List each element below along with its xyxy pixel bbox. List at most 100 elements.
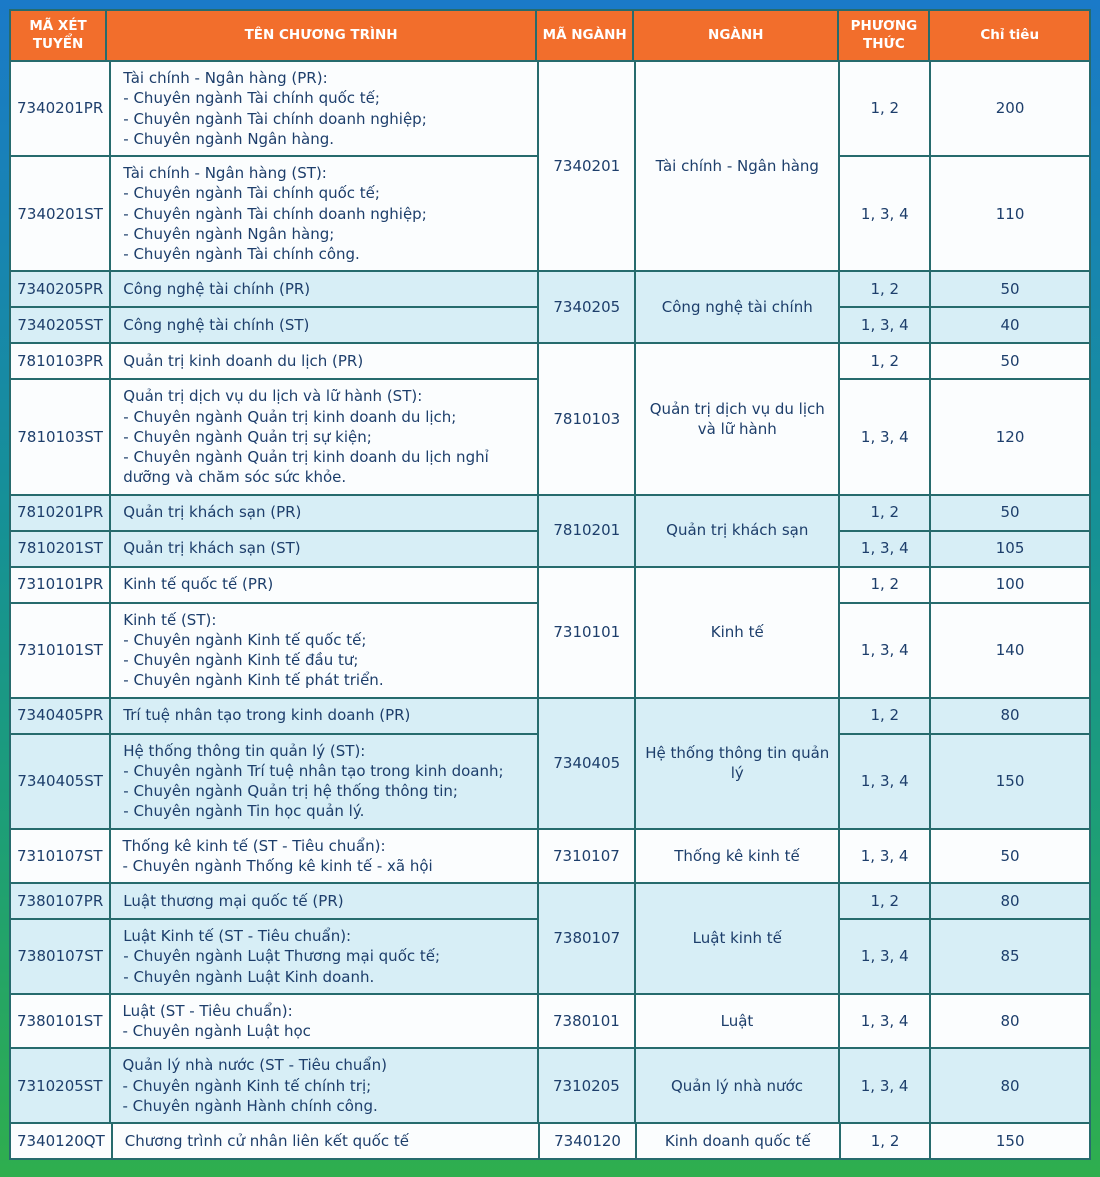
- major-name-cell: Kinh doanh quốc tế: [636, 1124, 839, 1159]
- program-line: - Chuyên ngành Tin học quản lý.: [123, 802, 365, 821]
- major-name-cell: Kinh tế: [636, 567, 839, 697]
- quota-cell: 80: [931, 994, 1089, 1048]
- program-line: Quản lý nhà nước (ST - Tiêu chuẩn): [122, 1056, 387, 1075]
- method-cell: 1, 3, 4: [840, 734, 930, 828]
- method-cell: 1, 2: [840, 495, 930, 530]
- major-code-cell: 7340205: [539, 272, 635, 343]
- header-cell-admission-code: MÃ XÉT TUYỂN: [11, 11, 106, 61]
- quota-cell: 200: [931, 62, 1089, 156]
- major-code-cell: 7380101: [539, 994, 634, 1048]
- major-group: 7340201PR Tài chính - Ngân hàng (PR): - Ch…: [11, 62, 1089, 271]
- program-line: - Chuyên ngành Quản trị kinh doanh du lị…: [123, 448, 489, 487]
- table-header-row: MÃ XÉT TUYỂN TÊN CHƯƠNG TRÌNH MÃ NGÀNH N…: [11, 11, 1089, 61]
- program-name-cell: Tài chính - Ngân hàng (PR): - Chuyên ngàn…: [111, 62, 538, 156]
- header-cell-major: NGÀNH: [634, 11, 838, 61]
- quota-cell: 80: [931, 884, 1089, 919]
- method-cell: 1, 2: [840, 272, 930, 307]
- quota-cell: 50: [931, 829, 1089, 883]
- major-code-cell: 7340405: [539, 698, 635, 828]
- admission-code-cell: 7310101PR: [11, 567, 110, 602]
- program-line: - Chuyên ngành Tài chính doanh nghiệp;: [123, 109, 427, 128]
- program-line: - Chuyên ngành Luật Thương mại quốc tế;: [123, 947, 441, 966]
- program-line: - Chuyên ngành Luật Kinh doanh.: [123, 967, 375, 986]
- admission-code-cell: 7340201ST: [11, 157, 110, 271]
- program-line: Thống kê kinh tế (ST - Tiêu chuẩn):: [122, 836, 386, 855]
- admission-code-cell: 7310205ST: [11, 1049, 109, 1123]
- program-line: Quản trị dịch vụ du lịch và lữ hành (ST)…: [123, 387, 423, 406]
- quota-cell: 50: [931, 344, 1089, 379]
- program-line: - Chuyên ngành Luật học: [122, 1022, 311, 1041]
- method-cell: 1, 2: [840, 567, 930, 602]
- method-cell: 1, 3, 4: [840, 1049, 930, 1123]
- major-group: 7310205ST Quản lý nhà nước (ST - Tiêu chu…: [11, 1049, 1089, 1123]
- program-line: - Chuyên ngành Quản trị hệ thống thông t…: [123, 782, 458, 801]
- program-line: Công nghệ tài chính (ST): [123, 316, 310, 335]
- major-name-cell: Quản trị khách sạn: [636, 495, 839, 566]
- admission-code-cell: 7810103PR: [11, 344, 110, 379]
- program-line: Luật thương mại quốc tế (PR): [123, 891, 344, 910]
- quota-cell: 110: [931, 157, 1089, 271]
- program-name-cell: Quản trị dịch vụ du lịch và lữ hành (ST)…: [111, 380, 538, 494]
- major-group: 7380101ST Luật (ST - Tiêu chuẩn): - Chuyên…: [11, 994, 1089, 1048]
- method-cell: 1, 2: [840, 344, 930, 379]
- major-name-cell: Hệ thống thông tin quản lý: [636, 698, 839, 828]
- quota-cell: 150: [931, 1124, 1089, 1159]
- major-name-cell: Quản lý nhà nước: [635, 1049, 839, 1123]
- quota-cell: 50: [931, 495, 1089, 530]
- program-line: - Chuyên ngành Kinh tế phát triển.: [123, 671, 384, 690]
- program-name-cell: Chương trình cử nhân liên kết quốc tế: [112, 1124, 539, 1159]
- major-group: 7380107PR Luật thương mại quốc tế (PR) 1, …: [11, 884, 1089, 993]
- major-group: 7340120QT Chương trình cử nhân liên kết q…: [11, 1124, 1089, 1159]
- header-cell-program-name: TÊN CHƯƠNG TRÌNH: [107, 11, 536, 61]
- header-cell-major-code: MÃ NGÀNH: [537, 11, 633, 61]
- admission-code-cell: 7340201PR: [11, 62, 110, 156]
- program-line: Kinh tế (ST):: [123, 610, 217, 629]
- quota-cell: 80: [931, 698, 1089, 733]
- program-name-cell: Trí tuệ nhân tạo trong kinh doanh (PR): [111, 698, 538, 733]
- program-line: Luật Kinh tế (ST - Tiêu chuẩn):: [123, 927, 352, 946]
- program-name-cell: Luật Kinh tế (ST - Tiêu chuẩn): - Chuyên …: [111, 920, 538, 993]
- method-cell: 1, 3, 4: [840, 380, 930, 494]
- method-cell: 1, 3, 4: [840, 531, 930, 566]
- method-cell: 1, 3, 4: [840, 920, 930, 993]
- major-code-cell: 7380107: [539, 884, 635, 993]
- admission-code-cell: 7340205ST: [11, 308, 110, 343]
- admission-code-cell: 7380107PR: [11, 884, 110, 919]
- method-cell: 1, 3, 4: [840, 603, 930, 697]
- major-name-cell: Luật: [635, 994, 839, 1048]
- admission-code-cell: 7340405ST: [11, 734, 110, 828]
- admission-code-cell: 7310107ST: [11, 829, 109, 883]
- admission-code-cell: 7810103ST: [11, 380, 110, 494]
- program-name-cell: Quản lý nhà nước (ST - Tiêu chuẩn) - Chuy…: [110, 1049, 537, 1123]
- major-code-cell: 7310101: [539, 567, 635, 697]
- quota-cell: 120: [931, 380, 1089, 494]
- major-group: 7310107ST Thống kê kinh tế (ST - Tiêu chu…: [11, 829, 1089, 883]
- major-code-cell: 7340201: [539, 62, 635, 271]
- quota-cell: 40: [931, 308, 1089, 343]
- program-name-cell: Quản trị kinh doanh du lịch (PR): [111, 344, 538, 379]
- program-line: - Chuyên ngành Hành chính công.: [122, 1096, 378, 1115]
- major-code-cell: 7810201: [539, 495, 635, 566]
- program-name-cell: Luật (ST - Tiêu chuẩn): - Chuyên ngành Lu…: [110, 994, 537, 1048]
- major-name-cell: Luật kinh tế: [636, 884, 839, 993]
- program-line: - Chuyên ngành Ngân hàng.: [123, 129, 335, 148]
- program-name-cell: Kinh tế quốc tế (PR): [111, 567, 538, 602]
- quota-cell: 80: [931, 1049, 1089, 1123]
- major-name-cell: Tài chính - Ngân hàng: [636, 62, 839, 271]
- admission-code-cell: 7340405PR: [11, 698, 110, 733]
- program-line: - Chuyên ngành Quản trị sự kiện;: [123, 427, 372, 446]
- program-line: Trí tuệ nhân tạo trong kinh doanh (PR): [123, 706, 411, 725]
- quota-cell: 100: [931, 567, 1089, 602]
- major-group: 7810201PR Quản trị khách sạn (PR) 1, 2 50 78…: [11, 495, 1089, 566]
- major-name-cell: Quản trị dịch vụ du lịch và lữ hành: [636, 344, 839, 494]
- program-name-cell: Luật thương mại quốc tế (PR): [111, 884, 538, 919]
- program-line: Tài chính - Ngân hàng (ST):: [123, 164, 327, 183]
- major-code-cell: 7310107: [539, 829, 634, 883]
- program-line: - Chuyên ngành Tài chính doanh nghiệp;: [123, 204, 427, 223]
- program-line: Hệ thống thông tin quản lý (ST):: [123, 741, 366, 760]
- major-code-cell: 7310205: [539, 1049, 634, 1123]
- major-code-cell: 7810103: [539, 344, 635, 494]
- program-line: Quản trị khách sạn (PR): [123, 503, 302, 522]
- admission-code-cell: 7340205PR: [11, 272, 110, 307]
